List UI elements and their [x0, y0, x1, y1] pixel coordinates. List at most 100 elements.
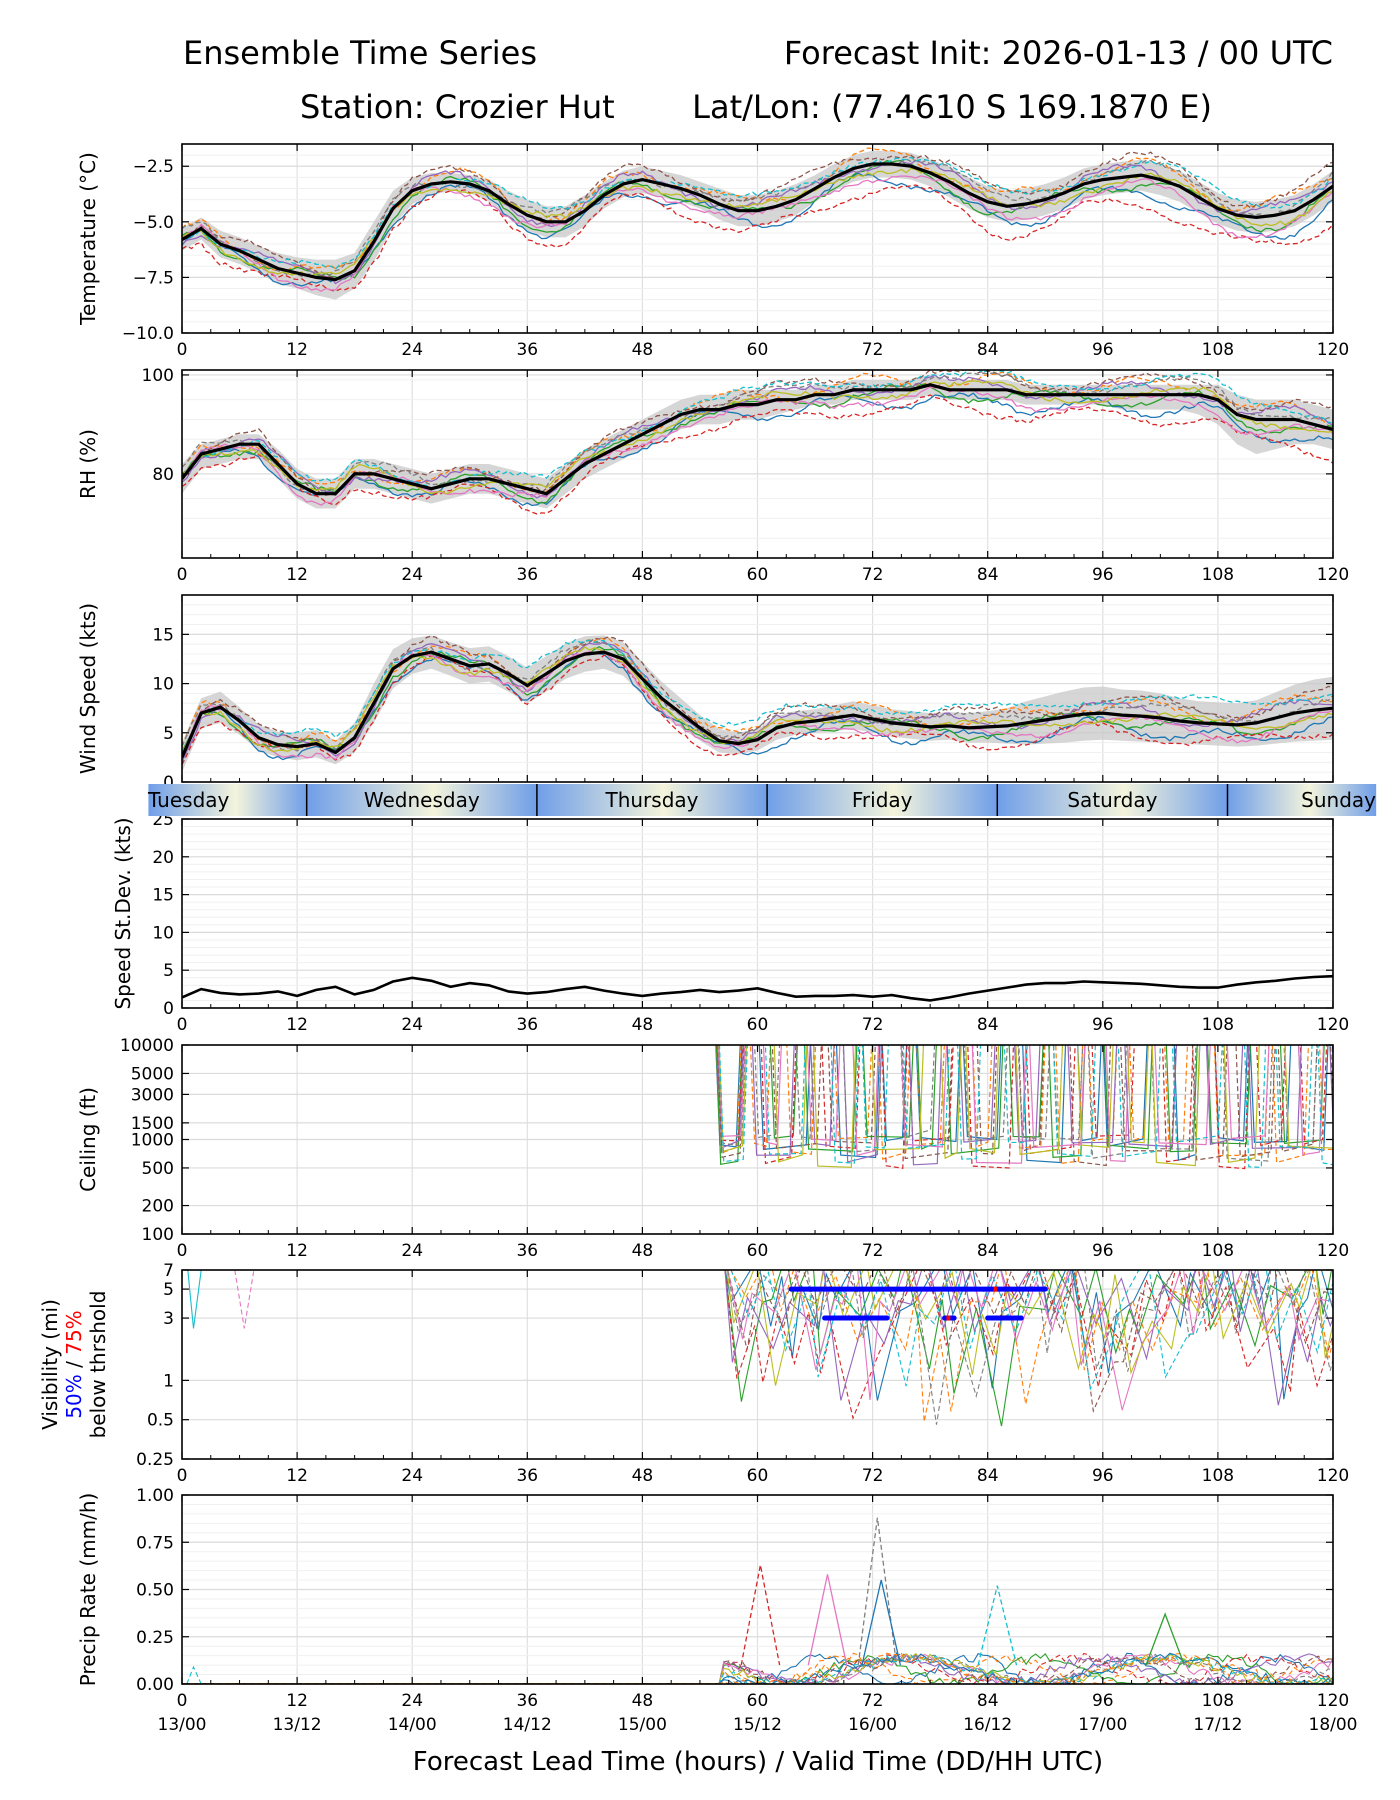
y-tick-label: 7 — [163, 1261, 174, 1281]
visibility-member-line — [187, 1270, 202, 1329]
x-tick-label: 0 — [177, 1466, 188, 1486]
member-line — [182, 370, 1333, 491]
plot-rh — [182, 370, 1333, 515]
member-line — [182, 654, 1333, 765]
y-tick-label: −5.0 — [133, 213, 174, 233]
x-tick-label: 24 — [401, 1691, 423, 1711]
precip-peak-line — [1145, 1612, 1185, 1666]
y-tick-label: 1000 — [131, 1131, 174, 1151]
x-tick-label: 0 — [177, 1691, 188, 1711]
y-tick-label: 5000 — [131, 1064, 174, 1084]
x-tick-label: 108 — [1202, 1466, 1234, 1486]
member-line — [182, 372, 1333, 495]
y-tick-label: 0.75 — [136, 1533, 174, 1553]
y-axis-label: Wind Speed (kts) — [76, 603, 100, 774]
x-tick-label: 48 — [632, 340, 654, 360]
member-line — [182, 380, 1333, 495]
x-tick-label: 12 — [286, 1241, 308, 1261]
x-tick-label: 84 — [977, 565, 999, 585]
y-tick-label: 0.5 — [147, 1411, 174, 1431]
x-tick-label: 60 — [747, 1466, 769, 1486]
valid-time-label: 18/00 — [1309, 1715, 1358, 1735]
x-tick-label: 120 — [1317, 1466, 1349, 1486]
member-line — [182, 374, 1333, 499]
x-tick-label: 96 — [1092, 1691, 1114, 1711]
ceiling-member-line — [715, 1045, 1333, 1164]
ceiling-member-line — [715, 1045, 1333, 1165]
y-tick-label: 0.00 — [136, 1675, 174, 1695]
y-axis-label: Visibility (mi) — [38, 1299, 62, 1430]
x-tick-label: 12 — [286, 1466, 308, 1486]
x-tick-label: 84 — [977, 1015, 999, 1035]
y-tick-label: 0.50 — [136, 1581, 174, 1601]
valid-time-label: 17/12 — [1193, 1715, 1242, 1735]
panel-precip_rate: 0 13/00 12 13/12 24 14/00 36 14/12 48 15/00 60 15/1… — [76, 1486, 1358, 1735]
member-line — [182, 638, 1333, 755]
ceiling-member-line — [717, 1045, 1325, 1164]
y-tick-label: 0.25 — [136, 1450, 174, 1470]
x-tick-label: 72 — [862, 565, 884, 585]
y-tick-label: 10000 — [120, 1036, 174, 1056]
y-axis-label: Speed St.Dev. (kts) — [111, 817, 135, 1009]
day-segment — [997, 784, 1228, 816]
title-right: Forecast Init: 2026-01-13 / 00 UTC — [784, 34, 1333, 72]
y-tick-label: 5 — [163, 724, 174, 744]
x-tick-label: 12 — [286, 1691, 308, 1711]
plot-speed_stdev — [182, 974, 1333, 1002]
precip-peak-line — [807, 1574, 848, 1666]
station-name: Station: Crozier Hut — [300, 88, 615, 126]
x-tick-label: 48 — [632, 1466, 654, 1486]
y-tick-label: 20 — [152, 848, 174, 868]
y-tick-label: 1.00 — [136, 1486, 174, 1506]
valid-time-label: 13/12 — [273, 1715, 322, 1735]
x-tick-label: 48 — [632, 1015, 654, 1035]
x-tick-label: 96 — [1092, 1466, 1114, 1486]
member-line — [182, 156, 1333, 270]
x-tick-label: 0 — [177, 1241, 188, 1261]
day-label-tuesday: Tuesday — [147, 788, 230, 812]
x-tick-label: 84 — [977, 1466, 999, 1486]
x-tick-label: 36 — [516, 1015, 538, 1035]
x-tick-label: 36 — [516, 565, 538, 585]
station-latlon: Lat/Lon: (77.4610 S 169.1870 E) — [692, 88, 1212, 126]
visibility-member-line — [727, 1270, 1333, 1411]
x-tick-label: 48 — [632, 565, 654, 585]
precip-member-line — [182, 1652, 1333, 1684]
y-tick-label: 10 — [152, 675, 174, 695]
member-line — [182, 645, 1333, 753]
x-tick-label: 120 — [1317, 1691, 1349, 1711]
x-tick-label: 108 — [1202, 1241, 1234, 1261]
precip-peak-line — [977, 1585, 1018, 1666]
precip-peak-line — [857, 1517, 898, 1666]
day-label-friday: Friday — [852, 788, 913, 812]
x-tick-label: 0 — [177, 340, 188, 360]
day-segment — [536, 784, 768, 816]
y-axis-label: Temperature (°C) — [76, 152, 100, 326]
y-tick-label: 5 — [163, 961, 174, 981]
spread-band — [182, 635, 1333, 773]
x-tick-label: 108 — [1202, 340, 1234, 360]
precip-peak-line — [861, 1579, 902, 1666]
ensemble-mean-line — [182, 162, 1333, 282]
x-tick-label: 24 — [401, 565, 423, 585]
x-tick-label: 36 — [516, 1466, 538, 1486]
day-label-saturday: Saturday — [1067, 788, 1157, 812]
y-tick-label: 15 — [152, 886, 174, 906]
plot-wind_speed — [182, 635, 1333, 773]
x-tick-label: 96 — [1092, 340, 1114, 360]
y-tick-label: 15 — [152, 625, 174, 645]
x-tick-label: 0 — [177, 1015, 188, 1035]
ceiling-member-line — [718, 1045, 1333, 1169]
y-tick-label: 1500 — [131, 1114, 174, 1134]
x-tick-label: 120 — [1317, 1241, 1349, 1261]
y-tick-label: 0 — [163, 999, 174, 1019]
y-tick-label: 80 — [152, 465, 174, 485]
day-segment — [767, 784, 998, 816]
x-tick-label: 108 — [1202, 1691, 1234, 1711]
label-75-percent: 75% — [62, 1310, 86, 1354]
panel-rh: 0 12 24 36 48 60 72 84 96 108 120 80 100 RH (%) — [76, 366, 1349, 585]
chart-header: Ensemble Time Series Forecast Init: 2026… — [183, 34, 1333, 126]
x-tick-label: 108 — [1202, 565, 1234, 585]
member-line — [182, 394, 1333, 515]
